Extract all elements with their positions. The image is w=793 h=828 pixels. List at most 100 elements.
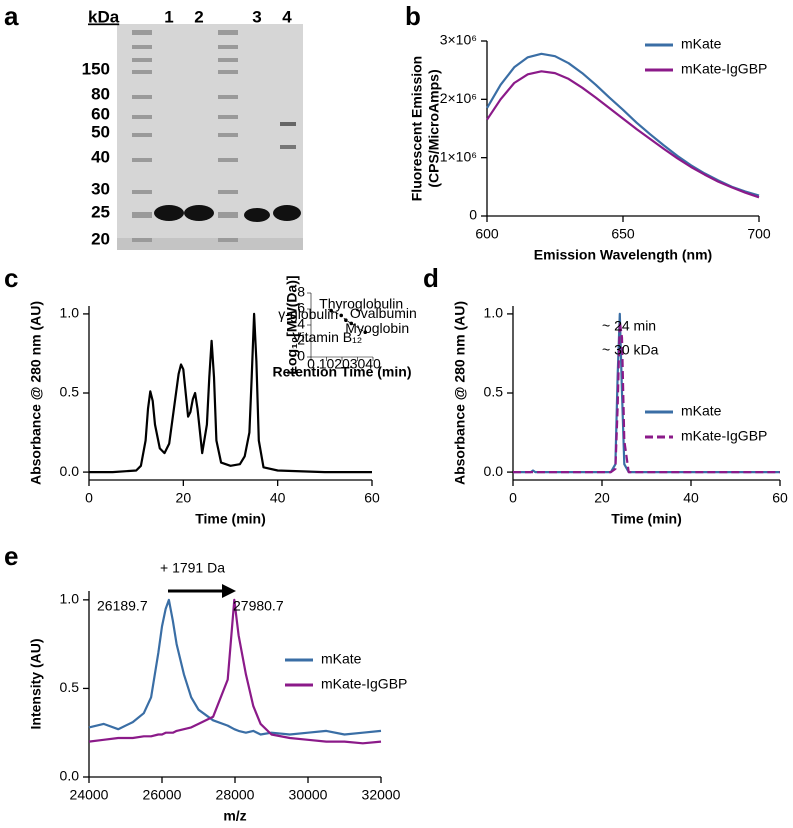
gel-edge — [117, 238, 303, 250]
y-axis-label: Absorbance @ 280 nm (AU) — [452, 301, 468, 485]
x-tick-label: 600 — [475, 226, 499, 242]
panel-letter: c — [4, 263, 18, 293]
legend-label: mKate — [681, 36, 722, 52]
y-tick-label: 6 — [297, 300, 305, 316]
y-tick-label: 0.0 — [60, 768, 80, 784]
marker-label: 80 — [91, 84, 110, 103]
y-tick-label: 0.0 — [484, 463, 504, 479]
x-tick-label: 40 — [683, 490, 699, 506]
data-line — [513, 312, 780, 474]
x-tick-label: 700 — [747, 226, 771, 242]
y-tick-label: 1.0 — [60, 305, 80, 321]
x-tick-label: 32000 — [362, 787, 401, 803]
legend-label: mKate — [681, 403, 722, 419]
x-axis-label: Time (min) — [611, 511, 682, 527]
marker-label: 150 — [82, 59, 110, 78]
point-label: γ-globulin — [278, 306, 338, 322]
y-tick-label: 8 — [297, 284, 305, 300]
x-tick-label: 60 — [364, 490, 380, 506]
x-tick-label: 10 — [319, 356, 335, 372]
y-axis-label: Log₁₀[MW(Da)] — [284, 275, 300, 374]
y-tick-label: 0 — [297, 348, 305, 364]
gel-panel: a kDa — [4, 1, 303, 250]
y-tick-label: 2×10⁶ — [440, 90, 477, 106]
x-tick-label: 0 — [85, 490, 93, 506]
x-tick-label: 40 — [365, 356, 381, 372]
x-tick-label: 20 — [176, 490, 192, 506]
point — [344, 318, 348, 323]
marker-label: 50 — [91, 122, 110, 141]
panel-letter: a — [4, 1, 19, 31]
legend-label: mKate-IgGBP — [681, 61, 767, 77]
y-tick-label: 4 — [297, 316, 305, 332]
lane-label: 4 — [282, 7, 292, 26]
legend-label: mKate-IgGBP — [681, 428, 767, 444]
panel-letter: b — [405, 1, 421, 31]
x-tick-label: 20 — [594, 490, 610, 506]
x-tick-label: 40 — [270, 490, 286, 506]
protein-bands — [154, 122, 301, 222]
annotation: ~ 24 min — [602, 318, 656, 334]
lane-label: 2 — [194, 7, 203, 26]
point — [349, 321, 354, 326]
y-tick-label: 2 — [297, 332, 305, 348]
x-tick-label: 26000 — [143, 787, 182, 803]
y-tick-label: 0 — [469, 207, 477, 223]
y-tick-label: 0.5 — [60, 679, 80, 695]
x-tick-label: 60 — [772, 490, 788, 506]
legend-label: mKate — [321, 651, 362, 667]
y-tick-label: 0.5 — [484, 384, 504, 400]
data-line — [89, 312, 372, 474]
lane-label: 3 — [252, 7, 261, 26]
y-axis-label: Absorbance @ 280 nm (AU) — [28, 301, 44, 485]
x-axis-label: Emission Wavelength (nm) — [534, 247, 712, 263]
x-tick-label: 28000 — [216, 787, 255, 803]
annotation: + 1791 Da — [160, 560, 225, 576]
x-tick-label: 30000 — [289, 787, 328, 803]
x-tick-label: 20 — [334, 356, 350, 372]
y-tick-label: 1×10⁶ — [440, 148, 477, 164]
marker-label: 60 — [91, 104, 110, 123]
y-tick-label: 3×10⁶ — [440, 32, 477, 48]
data-line — [88, 598, 382, 736]
annotation: ~ 30 kDa — [602, 342, 659, 358]
ladder-lane — [132, 30, 238, 242]
y-tick-label: 1.0 — [60, 591, 80, 607]
x-tick-label: 0 — [307, 356, 315, 372]
annotation: 27980.7 — [233, 598, 284, 614]
arrow-head — [222, 584, 236, 598]
x-tick-label: 0 — [509, 490, 517, 506]
data-line — [486, 70, 760, 199]
gel-unit: kDa — [88, 7, 120, 26]
x-tick-label: 650 — [611, 226, 635, 242]
data-line — [88, 598, 382, 745]
point-label: Vitamin B₁₂ — [292, 329, 362, 345]
marker-label: 40 — [91, 147, 110, 166]
point-label: Myoglobin — [345, 320, 409, 336]
marker-label: 30 — [91, 179, 110, 198]
y-tick-label: 0.5 — [60, 384, 80, 400]
point-label: Ovalbumin — [350, 305, 417, 321]
y-axis-label: (CPS/MicroAmps) — [426, 69, 442, 187]
point — [339, 313, 344, 318]
panel-letter: e — [4, 541, 18, 571]
lane-label: 1 — [164, 7, 173, 26]
x-axis-label: m/z — [223, 808, 246, 824]
panel-letter: d — [423, 263, 439, 293]
x-tick-label: 24000 — [70, 787, 109, 803]
data-line — [513, 320, 780, 474]
y-axis-label: Fluorescent Emission — [409, 56, 425, 201]
x-axis-label: Time (min) — [195, 511, 266, 527]
marker-label: 20 — [91, 229, 110, 248]
point-label: Thyroglobulin — [319, 295, 403, 311]
x-tick-label: 30 — [350, 356, 366, 372]
y-tick-label: 0.0 — [60, 463, 80, 479]
point — [363, 330, 368, 335]
marker-label: 25 — [91, 202, 110, 221]
legend-label: mKate-IgGBP — [321, 676, 407, 692]
x-axis-label: Retention Time (min) — [273, 364, 412, 380]
y-axis-label: Intensity (AU) — [28, 639, 44, 730]
point — [329, 308, 333, 313]
annotation: 26189.7 — [97, 598, 148, 614]
